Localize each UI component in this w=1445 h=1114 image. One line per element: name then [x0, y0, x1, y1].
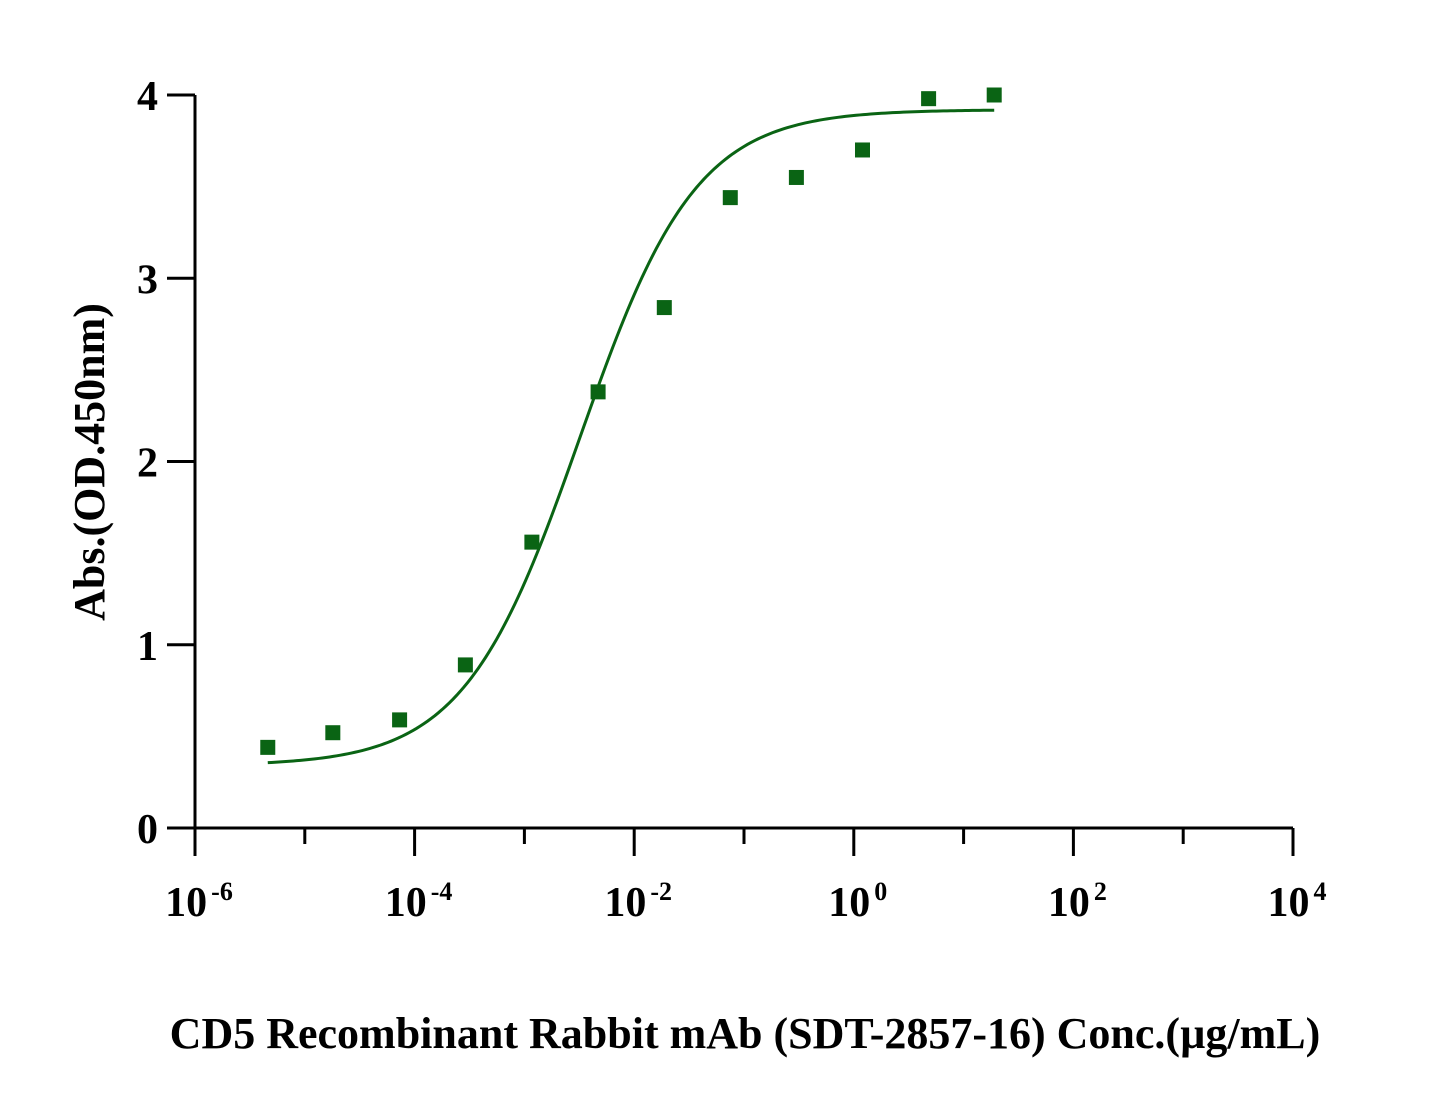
data-point [722, 190, 738, 206]
y-tick-label: 1 [137, 624, 158, 670]
fit-curve-layer [267, 108, 995, 765]
data-point [656, 300, 672, 316]
x-tick-label: 10 2 [1048, 877, 1107, 926]
x-tick-label: 10 -6 [165, 877, 233, 926]
y-axis-title: Abs.(OD.450nm) [65, 303, 114, 621]
x-tick-label: 10 -4 [385, 877, 453, 926]
y-tick-label: 4 [137, 74, 158, 120]
y-tick-label: 0 [137, 807, 158, 853]
axes [193, 95, 1293, 830]
data-point [260, 739, 276, 755]
x-axis-title: CD5 Recombinant Rabbit mAb (SDT-2857-16)… [170, 1009, 1321, 1058]
data-points [260, 87, 1002, 755]
data-point [590, 384, 606, 400]
data-point [457, 657, 473, 673]
x-tick-label: 10 0 [828, 877, 887, 926]
fit-curve [267, 108, 995, 765]
y-tick-label: 3 [137, 257, 158, 303]
data-point [788, 169, 804, 185]
x-tick-label: 10 4 [1268, 877, 1327, 926]
data-point [986, 87, 1002, 103]
x-axis-ticks: 10 -6 10 -4 10 -2 10 0 10 2 10 4 [165, 828, 1327, 926]
data-point [921, 91, 937, 107]
data-point [854, 142, 870, 158]
x-tick-label: 10 -2 [604, 877, 672, 926]
y-axis-ticks: 0 1 2 3 4 [137, 74, 195, 853]
data-point [392, 712, 408, 728]
y-tick-label: 2 [137, 441, 158, 487]
data-point [524, 534, 540, 550]
data-point [325, 725, 341, 741]
